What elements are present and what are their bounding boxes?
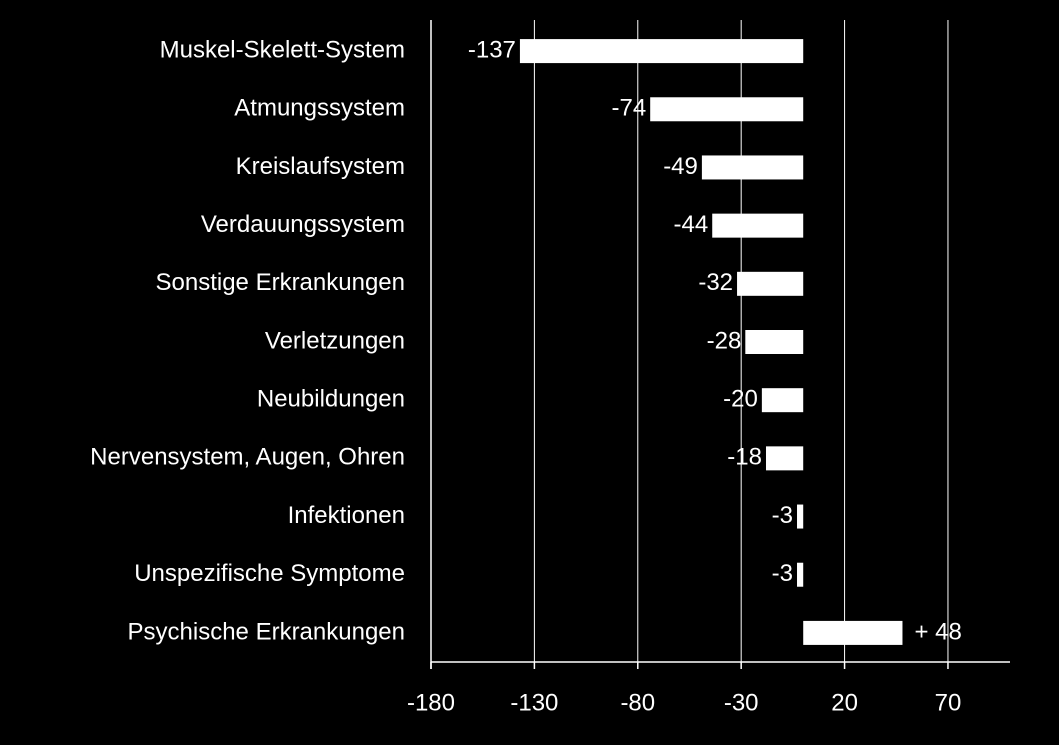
value-label: -18	[727, 444, 762, 471]
y-tick-label: Atmungssystem	[234, 95, 405, 122]
bar	[701, 155, 804, 180]
x-tick-label: 20	[831, 689, 858, 716]
y-tick-label: Unspezifische Symptome	[134, 560, 405, 587]
y-tick-label: Neubildungen	[257, 386, 405, 413]
bar	[765, 446, 804, 471]
bar	[797, 562, 804, 587]
value-label: + 48	[914, 618, 961, 645]
x-tick-label: 70	[935, 689, 962, 716]
x-tick-label: -180	[407, 689, 455, 716]
bar	[745, 330, 804, 354]
value-label: -28	[707, 327, 742, 354]
y-tick-label: Verdauungssystem	[201, 211, 405, 238]
value-label: -3	[772, 502, 793, 529]
x-tick-label: -80	[620, 689, 655, 716]
value-label: -44	[674, 211, 709, 238]
value-label: -32	[698, 269, 733, 296]
value-label: -74	[612, 95, 647, 122]
y-tick-label: Verletzungen	[265, 327, 405, 354]
value-label: -137	[468, 36, 516, 63]
bar	[797, 504, 804, 529]
value-label: -3	[772, 560, 793, 587]
x-tick-label: -130	[510, 689, 558, 716]
bar	[803, 620, 903, 645]
y-tick-label: Infektionen	[288, 502, 405, 529]
value-label: -20	[723, 386, 758, 413]
x-tick-label: -30	[724, 689, 759, 716]
y-tick-label: Psychische Erkrankungen	[128, 618, 405, 645]
y-tick-label: Nervensystem, Augen, Ohren	[90, 444, 405, 471]
bar	[761, 388, 804, 413]
value-label: -49	[663, 153, 698, 180]
bar	[650, 97, 804, 122]
y-tick-label: Sonstige Erkrankungen	[156, 269, 406, 296]
bar	[737, 271, 804, 296]
bar	[712, 213, 804, 238]
y-tick-label: Muskel-Skelett-System	[160, 36, 405, 63]
y-tick-label: Kreislaufsystem	[236, 153, 405, 180]
bar	[519, 39, 804, 64]
